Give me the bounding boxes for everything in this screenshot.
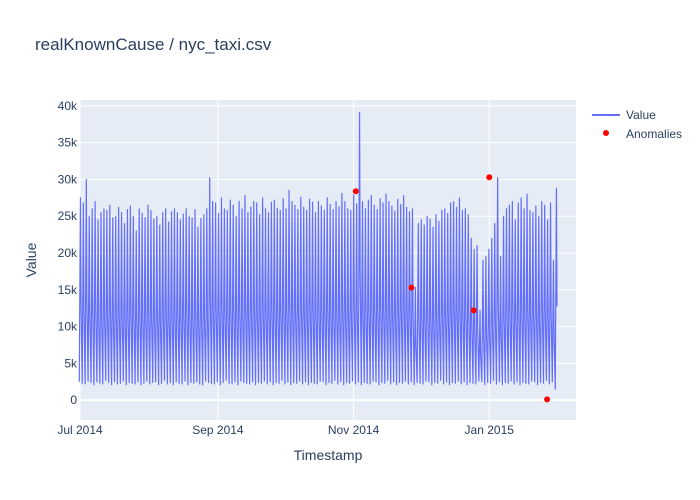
legend-item-value[interactable]: Value xyxy=(592,108,656,122)
y-axis-title: Value xyxy=(23,242,39,277)
anomaly-point[interactable] xyxy=(408,284,415,291)
x-axis-ticks: Jul 2014 Sep 2014 Nov 2014 Jan 2015 xyxy=(57,423,514,437)
x-tick-label: Jan 2015 xyxy=(465,423,515,437)
y-tick-label: 25k xyxy=(58,209,78,223)
legend[interactable]: Value Anomalies xyxy=(592,108,682,141)
anomaly-point[interactable] xyxy=(486,174,493,181)
legend-item-anomalies[interactable]: Anomalies xyxy=(603,127,682,141)
value-series xyxy=(78,111,558,390)
y-tick-label: 35k xyxy=(58,136,78,150)
x-tick-label: Nov 2014 xyxy=(328,423,380,437)
y-tick-label: 10k xyxy=(58,320,78,334)
y-axis-ticks: 0 5k 10k 15k 20k 25k 30k 35k 40k xyxy=(58,99,78,407)
y-tick-label: 40k xyxy=(58,99,78,113)
y-tick-label: 5k xyxy=(64,356,78,370)
anomaly-point[interactable] xyxy=(352,188,359,195)
legend-anomalies-swatch xyxy=(603,130,609,136)
x-tick-label: Sep 2014 xyxy=(192,423,244,437)
legend-value-label: Value xyxy=(626,108,656,122)
x-tick-label: Jul 2014 xyxy=(57,423,103,437)
x-axis-title: Timestamp xyxy=(294,447,363,463)
legend-anomalies-label: Anomalies xyxy=(626,127,682,141)
anomaly-point[interactable] xyxy=(544,396,551,403)
y-tick-label: 15k xyxy=(58,283,78,297)
y-tick-label: 30k xyxy=(58,172,78,186)
anomaly-series xyxy=(352,174,551,403)
value-line xyxy=(78,111,558,390)
anomaly-point[interactable] xyxy=(470,307,477,314)
y-tick-label: 0 xyxy=(70,393,77,407)
y-tick-label: 20k xyxy=(58,246,78,260)
chart-title: realKnownCause / nyc_taxi.csv xyxy=(35,35,272,54)
